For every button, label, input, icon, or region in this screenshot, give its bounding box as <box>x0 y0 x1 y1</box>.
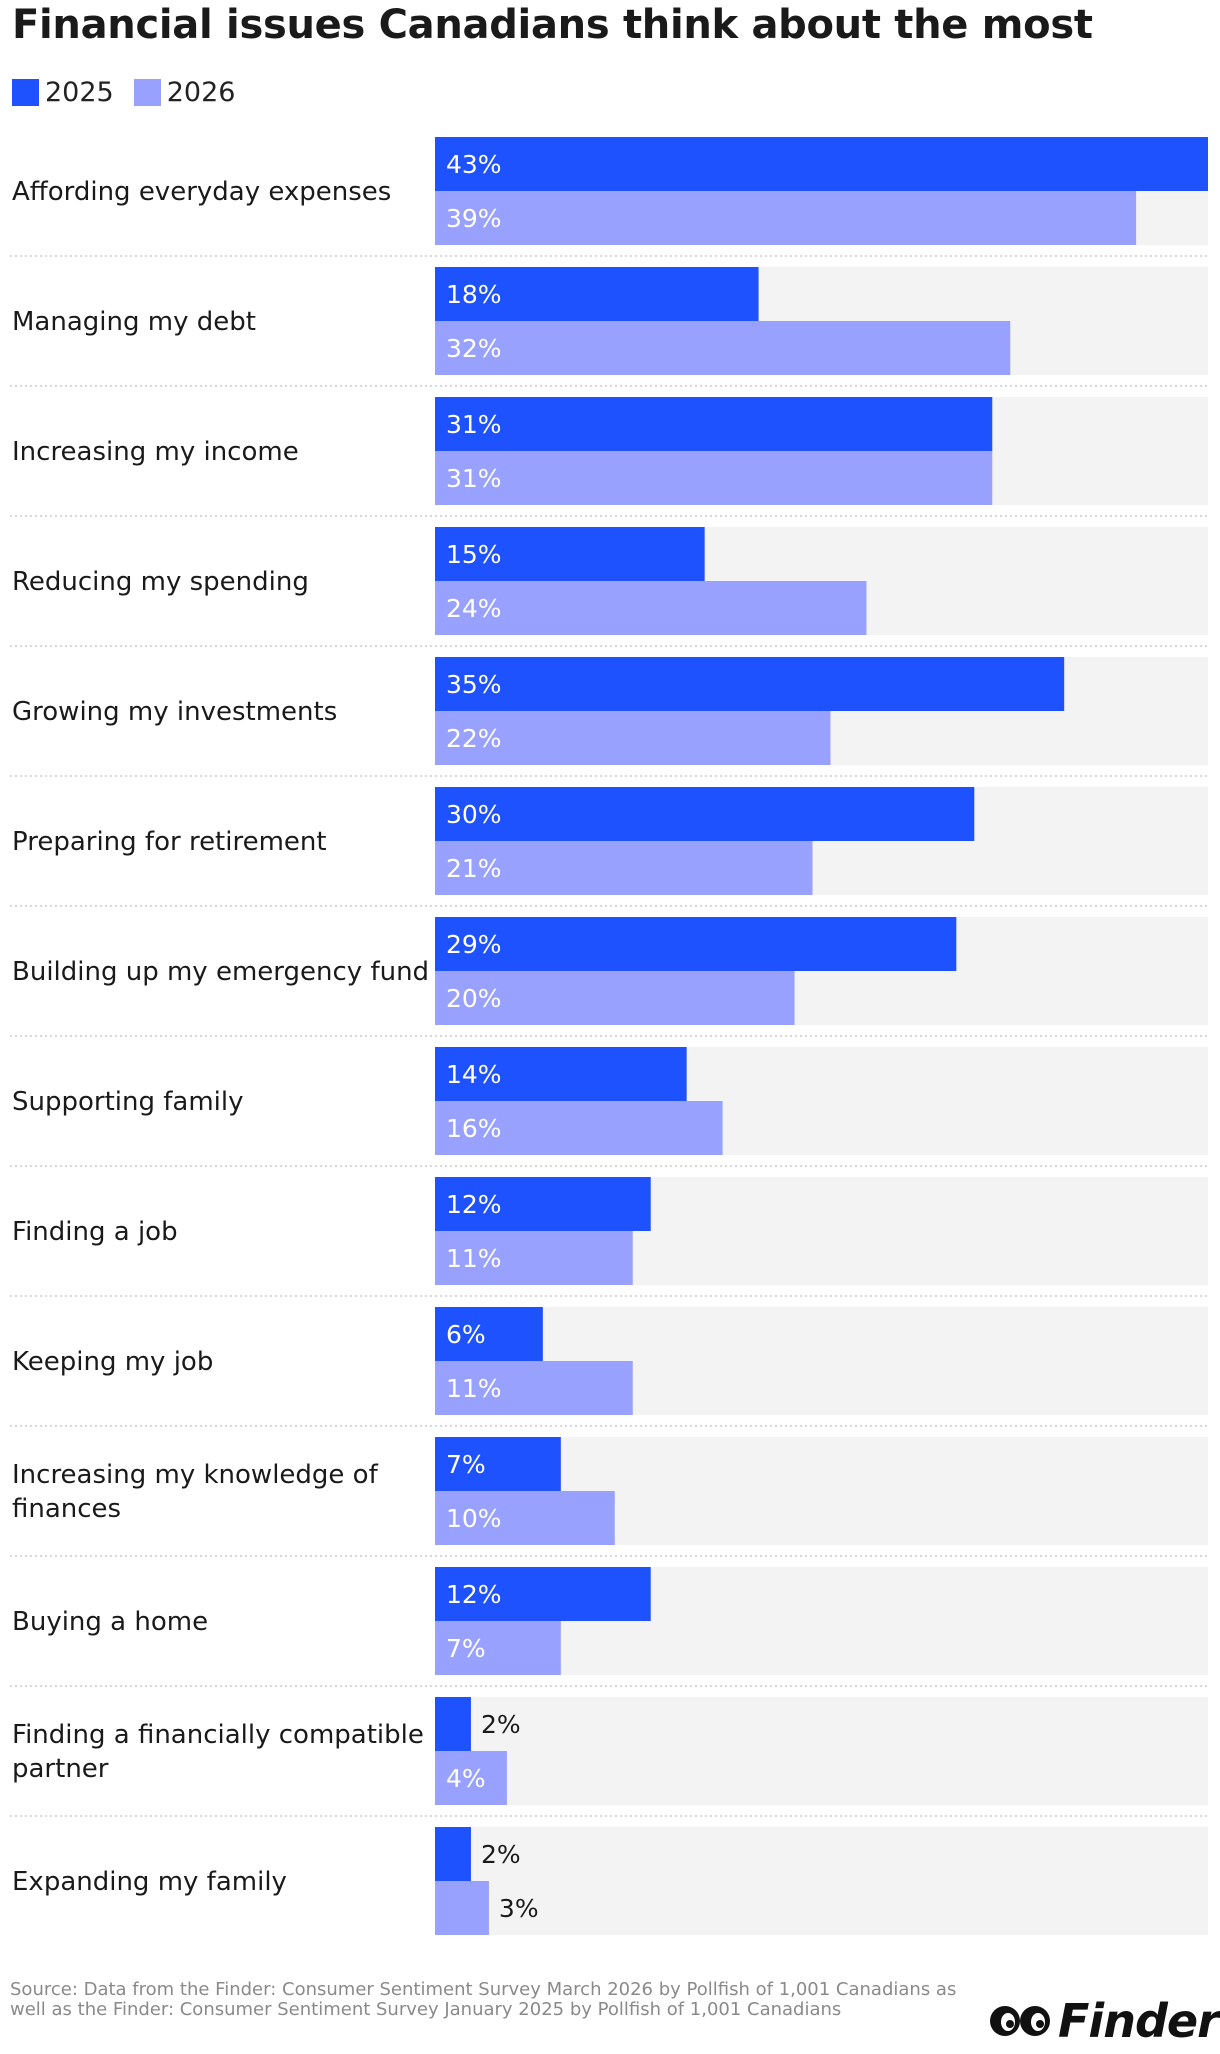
category-label: Keeping my job <box>12 1347 213 1377</box>
data-label-2026: 31% <box>446 464 502 493</box>
data-label-2026: 16% <box>446 1114 502 1143</box>
data-label-2025: 12% <box>446 1190 502 1219</box>
finder-logo: Finder <box>988 1994 1220 2048</box>
data-label-2025: 2% <box>481 1710 521 1739</box>
bar-2026 <box>435 1361 633 1415</box>
legend-label-2026: 2026 <box>166 76 236 108</box>
category-label: Preparing for retirement <box>12 827 327 857</box>
bar-2026 <box>435 451 993 505</box>
data-label-2026: 24% <box>446 594 502 623</box>
category-label: Reducing my spending <box>12 567 309 597</box>
bar-2025 <box>435 1827 471 1881</box>
data-label-2026: 39% <box>446 204 502 233</box>
bar-2025 <box>435 1567 651 1621</box>
legend-item-2025: 2025 <box>12 77 114 108</box>
bar-2025 <box>435 1047 687 1101</box>
data-label-2025: 15% <box>446 540 502 569</box>
legend-swatch-2025 <box>12 78 39 106</box>
data-label-2026: 10% <box>446 1504 502 1533</box>
data-label-2025: 35% <box>446 670 502 699</box>
bar-2025 <box>435 1437 561 1491</box>
legend-swatch-2026 <box>133 78 161 106</box>
data-label-2025: 43% <box>446 150 502 179</box>
bar-2025 <box>435 657 1065 711</box>
bar-2026 <box>435 971 795 1025</box>
category-label: Increasing my knowledge of <box>12 1460 379 1490</box>
source-note: Source: Data from the Finder: Consumer S… <box>10 1979 957 2020</box>
bar-2025 <box>435 917 957 971</box>
data-label-2026: 7% <box>446 1634 486 1663</box>
category-label: partner <box>12 1754 109 1784</box>
category-label: Expanding my family <box>12 1867 287 1897</box>
bar-2025 <box>435 397 993 451</box>
data-label-2025: 18% <box>446 280 502 309</box>
category-label: Affording everyday expenses <box>12 177 391 207</box>
category-label: Increasing my income <box>12 437 299 467</box>
data-label-2025: 14% <box>446 1060 502 1089</box>
eyes-logo-icon <box>990 2006 1050 2036</box>
data-label-2026: 11% <box>446 1374 502 1403</box>
data-label-2026: 20% <box>446 984 502 1013</box>
data-label-2026: 21% <box>446 854 502 883</box>
bar-2026 <box>435 711 831 765</box>
bar-2026 <box>435 1751 507 1805</box>
category-label: Building up my emergency fund <box>12 957 429 987</box>
data-label-2025: 30% <box>446 800 502 829</box>
data-label-2026: 32% <box>446 334 502 363</box>
category-label: Growing my investments <box>12 697 337 727</box>
bar-track <box>435 1827 1208 1935</box>
bar-2026 <box>435 1491 615 1545</box>
bar-2025 <box>435 1697 471 1751</box>
bar-2026 <box>435 1621 561 1675</box>
data-label-2026: 4% <box>446 1764 486 1793</box>
brand-name: Finder <box>1058 1994 1220 2048</box>
bar-track <box>435 1697 1208 1805</box>
bar-2025 <box>435 1177 651 1231</box>
bar-2025 <box>435 787 975 841</box>
data-label-2025: 31% <box>446 410 502 439</box>
bar-2026 <box>435 191 1137 245</box>
category-label: Finding a job <box>12 1217 178 1247</box>
bar-2026 <box>435 1881 489 1935</box>
chart-title: Financial issues Canadians think about t… <box>12 2 1093 48</box>
bar-2026 <box>435 1231 633 1285</box>
bar-2026 <box>435 581 867 635</box>
data-label-2026: 22% <box>446 724 502 753</box>
bar-2025 <box>435 1307 543 1361</box>
category-label: Managing my debt <box>12 307 256 337</box>
bar-chart: Affording everyday expenses 43% 39% Managin… <box>10 137 1208 1935</box>
legend: 2025 2026 <box>12 75 255 109</box>
bar-2026 <box>435 1101 723 1155</box>
legend-label-2025: 2025 <box>45 76 114 108</box>
data-label-2025: 12% <box>446 1580 502 1609</box>
data-label-2026: 11% <box>446 1244 502 1273</box>
bar-2026 <box>435 841 813 895</box>
bar-2025 <box>435 137 1208 191</box>
data-label-2026: 3% <box>499 1894 539 1923</box>
bar-2026 <box>435 321 1011 375</box>
legend-item-2026: 2026 <box>133 76 236 108</box>
data-label-2025: 6% <box>446 1320 486 1349</box>
category-label: Finding a financially compatible <box>12 1720 424 1750</box>
data-label-2025: 29% <box>446 930 502 959</box>
data-label-2025: 7% <box>446 1450 486 1479</box>
category-label: Buying a home <box>12 1607 208 1637</box>
bar-2025 <box>435 267 759 321</box>
category-label: finances <box>12 1494 121 1524</box>
category-label: Supporting family <box>12 1087 244 1117</box>
bar-2025 <box>435 527 705 581</box>
data-label-2025: 2% <box>481 1840 521 1869</box>
